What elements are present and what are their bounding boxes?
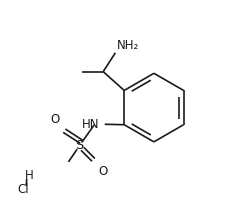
Text: O: O [98, 165, 107, 178]
Text: HN: HN [82, 118, 100, 131]
Text: O: O [50, 113, 59, 126]
Text: Cl: Cl [17, 183, 29, 196]
Text: H: H [25, 168, 33, 181]
Text: S: S [75, 139, 83, 152]
Text: NH₂: NH₂ [116, 39, 139, 52]
